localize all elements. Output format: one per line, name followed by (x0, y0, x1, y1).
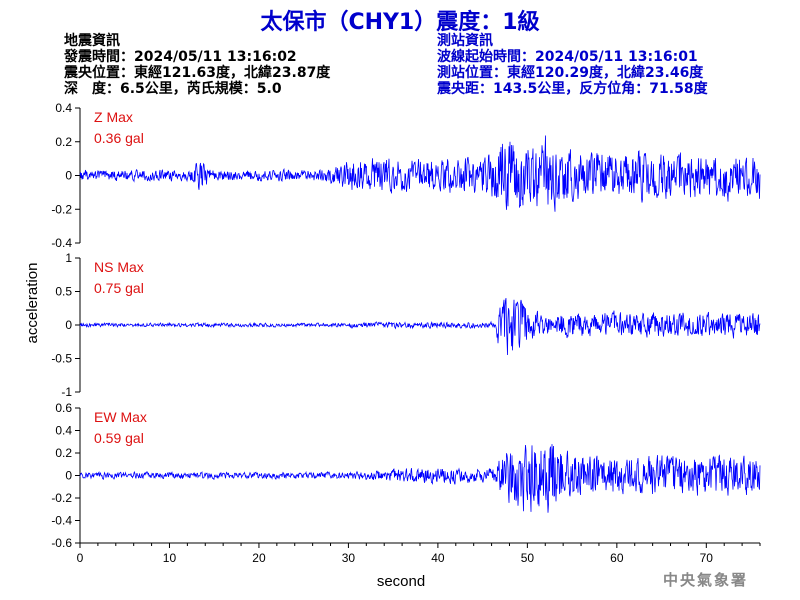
station-location: 測站位置：東經120.29度，北緯23.46度 (437, 65, 704, 81)
y-tick-label: -0.2 (51, 202, 72, 216)
x-axis-label: second (377, 573, 425, 590)
depth-magnitude: 深 度：6.5公里，芮氏規模：5.0 (64, 81, 282, 97)
max-value: 0.36 gal (94, 130, 144, 146)
quake-info-panel: 地震資訊 發震時間：2024/05/11 13:16:02 震央位置：東經121.6… (64, 33, 330, 97)
y-tick-label: 0.6 (55, 401, 72, 415)
distance-azimuth: 震央距：143.5公里，反方位角：71.58度 (437, 81, 708, 97)
x-tick-label: 40 (431, 551, 445, 565)
y-tick-label: -0.2 (51, 491, 72, 505)
max-label: Z Max (94, 109, 133, 125)
x-tick-label: 50 (521, 551, 535, 565)
y-tick-label: -0.5 (51, 352, 72, 366)
y-tick-label: -0.4 (51, 236, 72, 250)
epicenter-location: 震央位置：東經121.63度，北緯23.87度 (64, 65, 331, 81)
origin-time: 發震時間：2024/05/11 13:16:02 (64, 49, 297, 65)
max-label: EW Max (94, 409, 147, 425)
ew-waveform (79, 444, 761, 513)
y-axis-label: acceleration (24, 263, 41, 344)
z-waveform (79, 135, 761, 212)
y-tick-label: 0 (65, 169, 72, 183)
y-tick-label: -1 (61, 385, 72, 399)
x-tick-label: 60 (610, 551, 624, 565)
quake-info-heading: 地震資訊 (64, 33, 120, 49)
y-tick-label: 0 (65, 469, 72, 483)
y-tick-label: -0.6 (51, 536, 72, 550)
y-tick-label: 0.2 (55, 135, 72, 149)
y-tick-label: 0.4 (55, 424, 72, 438)
max-value: 0.75 gal (94, 280, 144, 296)
wave-start-time: 波線起始時間：2024/05/11 13:16:01 (437, 49, 698, 65)
max-label: NS Max (94, 259, 144, 275)
organization-label: 中央氣象署 (662, 571, 748, 589)
x-tick-label: 0 (77, 551, 84, 565)
y-tick-label: -0.4 (51, 514, 72, 528)
y-tick-label: 0 (65, 318, 72, 332)
x-tick-label: 10 (163, 551, 177, 565)
station-info-panel: 測站資訊 波線起始時間：2024/05/11 13:16:01 測站位置：東經120… (437, 33, 708, 97)
ns-waveform (79, 298, 761, 356)
y-tick-label: 1 (65, 251, 72, 265)
max-value: 0.59 gal (94, 430, 144, 446)
page-title: 太保市（CHY1）震度：1級 (260, 10, 540, 35)
y-tick-label: 0.4 (55, 101, 72, 115)
x-tick-label: 30 (342, 551, 356, 565)
x-tick-label: 20 (252, 551, 266, 565)
station-info-heading: 測站資訊 (437, 33, 493, 49)
y-tick-label: 0.5 (55, 285, 72, 299)
y-tick-label: 0.2 (55, 446, 72, 460)
x-tick-label: 70 (700, 551, 714, 565)
